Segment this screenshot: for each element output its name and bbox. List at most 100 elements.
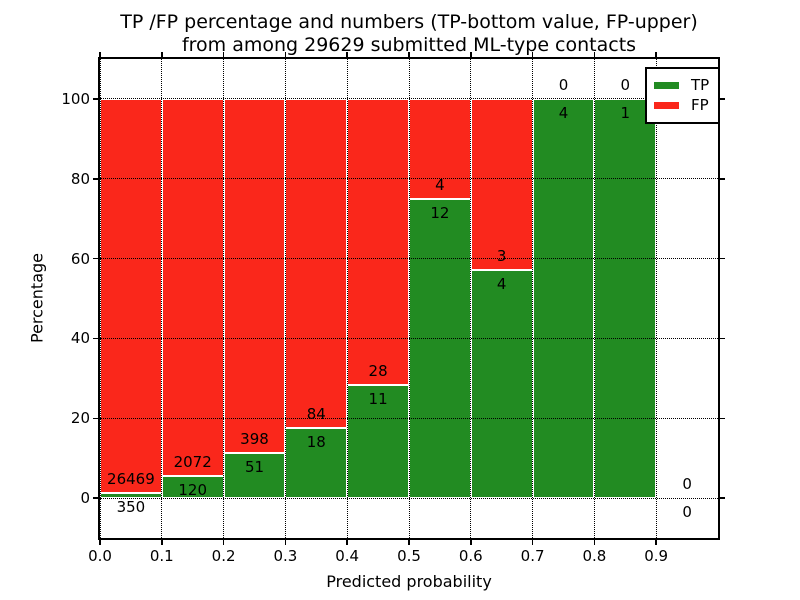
x-tick-bottom-0.5 — [408, 540, 410, 545]
y-tick-label-0: 0 — [80, 489, 90, 508]
x-tick-label-0.2: 0.2 — [211, 547, 236, 565]
gridline-v-0.1 — [161, 59, 163, 538]
x-tick-top-0.5 — [408, 52, 410, 57]
x-tick-bottom-0.9 — [655, 540, 657, 545]
x-tick-top-0.6 — [470, 52, 472, 57]
gridline-v-0.2 — [223, 59, 225, 538]
y-tick-label-20: 20 — [70, 409, 90, 428]
x-tick-bottom-0.3 — [284, 540, 287, 545]
y-tick-left-80 — [93, 178, 98, 180]
y-tick-left-0 — [93, 497, 98, 499]
y-tick-left-20 — [93, 417, 98, 419]
fp-count-label-5: 4 — [435, 175, 445, 194]
y-tick-right-40 — [720, 337, 725, 340]
gridline-v-0 — [99, 59, 101, 538]
y-tick-right-80 — [720, 178, 725, 180]
bar-0-fp-segment — [100, 98, 162, 493]
bar-1-fp-segment — [161, 98, 224, 477]
x-tick-label-0.9: 0.9 — [644, 547, 669, 565]
y-tick-right-60 — [720, 257, 725, 260]
x-tick-top-0.9 — [655, 52, 657, 57]
y-tick-label-80: 80 — [70, 169, 90, 188]
fp-count-label-9: 0 — [682, 475, 692, 494]
fp-count-label-8: 0 — [620, 75, 631, 94]
bar-2-fp-segment — [223, 98, 286, 453]
bar-3-tp-segment — [285, 427, 348, 499]
y-tick-right-20 — [720, 417, 725, 419]
bar-6-tp-segment — [470, 269, 533, 499]
tp-count-label-2: 51 — [244, 457, 265, 476]
x-tick-top-0.4 — [346, 52, 348, 57]
chart-title-line2: from among 29629 submitted ML-type conta… — [181, 34, 637, 56]
x-tick-label-0.8: 0.8 — [582, 547, 607, 565]
fp-count-label-0: 26469 — [107, 469, 155, 488]
gridline-v-0.9 — [655, 59, 657, 538]
x-tick-bottom-0.2 — [222, 540, 225, 545]
x-tick-top-0.7 — [531, 52, 534, 57]
y-tick-right-0 — [720, 497, 725, 499]
x-tick-label-0.4: 0.4 — [335, 547, 360, 565]
x-tick-label-0.1: 0.1 — [149, 547, 174, 565]
y-tick-label-60: 60 — [70, 249, 90, 268]
bar-6-fp-segment — [470, 98, 533, 270]
legend-entry-tp: TP — [647, 75, 718, 95]
x-tick-bottom-0.6 — [470, 540, 472, 545]
bar-3-fp-segment — [285, 98, 348, 428]
x-tick-top-0.8 — [593, 52, 596, 57]
x-tick-top-0.3 — [284, 52, 287, 57]
y-axis-label: Percentage — [27, 252, 47, 344]
tp-count-label-0: 350 — [116, 497, 146, 516]
bar-8-tp-segment — [594, 98, 657, 499]
gridline-v-0.4 — [346, 59, 348, 538]
fp-legend-swatch-icon — [654, 101, 679, 109]
x-axis-label: Predicted probability — [326, 572, 492, 591]
legend-entry-fp: FP — [647, 95, 718, 115]
tp-count-label-1: 120 — [178, 481, 207, 500]
tp-count-label-4: 11 — [368, 390, 388, 409]
x-tick-bottom-0.0 — [99, 540, 101, 545]
x-tick-label-0.7: 0.7 — [520, 547, 545, 565]
tp-count-label-6: 4 — [496, 274, 507, 293]
tp-count-label-9: 0 — [682, 503, 692, 522]
fp-count-label-4: 28 — [368, 362, 388, 381]
y-tick-right-100 — [720, 98, 725, 100]
bar-7-tp-segment — [532, 98, 595, 499]
gridline-v-0.7 — [532, 59, 534, 538]
x-tick-bottom-0.7 — [531, 540, 534, 545]
fp-count-label-7: 0 — [558, 75, 569, 94]
plot-area: 26469 350 2072 120 398 51 84 18 28 11 4 12 3 4 0 4 0 1 0 0 … — [98, 57, 720, 540]
x-tick-bottom-0.1 — [161, 540, 163, 545]
tp-count-label-7: 4 — [558, 103, 569, 122]
gridline-v-0.3 — [284, 59, 286, 538]
tp-legend-swatch-icon — [654, 81, 679, 89]
x-tick-label-0.0: 0.0 — [88, 547, 112, 565]
y-tick-label-40: 40 — [70, 329, 90, 348]
x-tick-bottom-0.8 — [593, 540, 596, 545]
fp-count-label-6: 3 — [496, 246, 507, 265]
gridline-v-0.8 — [593, 59, 595, 538]
fp-count-label-3: 84 — [306, 404, 326, 423]
tp-count-label-5: 12 — [430, 203, 450, 222]
x-tick-top-0.0 — [99, 52, 101, 57]
x-tick-bottom-0.4 — [346, 540, 348, 545]
x-tick-top-0.1 — [161, 52, 163, 57]
fp-legend-label: FP — [691, 96, 709, 114]
legend: TP FP — [645, 67, 720, 124]
y-tick-left-40 — [93, 337, 98, 340]
x-tick-top-0.2 — [222, 52, 225, 57]
x-tick-label-0.5: 0.5 — [397, 547, 421, 565]
tp-count-label-8: 1 — [620, 103, 631, 122]
tp-legend-label: TP — [691, 76, 710, 94]
tp-count-label-3: 18 — [306, 432, 326, 451]
gridline-v-0.6 — [470, 59, 472, 538]
y-tick-label-100: 100 — [61, 89, 90, 108]
bar-4-fp-segment — [347, 98, 409, 386]
bar-5-tp-segment — [409, 198, 471, 499]
chart-title-line1: TP /FP percentage and numbers (TP-bottom… — [120, 11, 698, 33]
x-tick-label-0.3: 0.3 — [273, 547, 298, 565]
x-tick-label-0.6: 0.6 — [458, 547, 483, 565]
y-tick-left-60 — [93, 257, 98, 260]
fp-count-label-2: 398 — [240, 429, 269, 448]
gridline-v-0.5 — [408, 59, 410, 538]
